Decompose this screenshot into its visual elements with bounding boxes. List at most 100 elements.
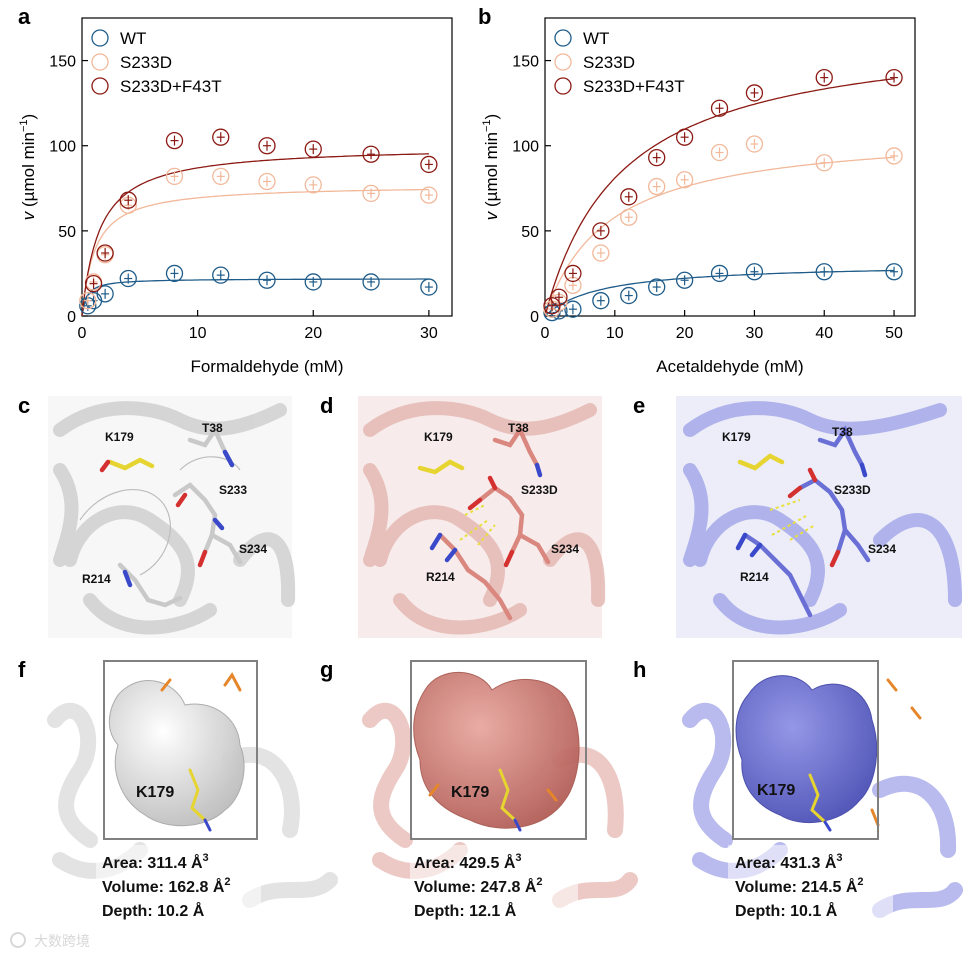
x-tick-label-a-2: 20 [304, 325, 322, 342]
panel-letter-h: h [633, 657, 646, 682]
data-marker-a-2-7 [362, 145, 380, 163]
data-marker-a-1-4 [165, 167, 184, 186]
data-point-b-2-5 [648, 148, 666, 167]
hbonds-d [459, 504, 496, 546]
data-marker-b-1-5 [648, 177, 666, 196]
data-marker-b-1-10 [885, 147, 903, 165]
hbonds-e [769, 499, 816, 541]
legend-marker-b-2 [554, 77, 572, 95]
data-point-b-2-8 [745, 84, 764, 102]
plot-frame-b [544, 17, 916, 317]
fit-curve-b-1 [544, 156, 895, 317]
data-point-a-2-4 [212, 128, 230, 146]
y-tick-label-a-1: 50 [58, 224, 76, 241]
residue-label-s234-c: S234 [239, 542, 267, 556]
legend-marker-a-0 [91, 29, 109, 47]
residue-label-k179-d: K179 [424, 430, 453, 444]
pocket-sticks-f [160, 672, 242, 832]
data-marker-b-2-5 [648, 148, 666, 167]
pocket-depth-f: Depth: 10.2 Å [102, 901, 205, 920]
data-marker-b-1-9 [815, 154, 833, 172]
watermark-text: 大数跨境 [34, 933, 90, 949]
data-point-b-2-1 [550, 288, 568, 306]
y-tick-label-a-3: 150 [49, 54, 76, 71]
legend-label-b-2: S233D+F43T [583, 77, 685, 96]
data-point-b-1-5 [648, 177, 666, 196]
data-point-a-2-7 [362, 145, 380, 163]
residue-label-r214-e: R214 [740, 570, 769, 584]
data-point-a-1-6 [258, 172, 276, 191]
data-point-a-2-8 [420, 155, 438, 174]
data-point-a-0-3 [119, 269, 137, 288]
legend-label-a-2: S233D+F43T [120, 77, 222, 96]
stats-backdrop-f [96, 845, 261, 925]
x-tick-label-b-1: 10 [606, 325, 624, 342]
sticks-d [417, 425, 551, 621]
data-marker-a-0-7 [304, 273, 322, 291]
data-point-a-0-6 [258, 271, 276, 289]
pocket-area-h: Area: 431.3 Å3 [735, 852, 843, 872]
x-tick-label-b-5: 50 [885, 325, 903, 342]
legend-label-b-0: WT [583, 29, 609, 48]
data-point-b-0-6 [675, 271, 694, 289]
atoms-d [429, 462, 543, 568]
chart-acetaldehyde: b 0 10 20 30 40 50 0 50 100 150 WT S233D S233D+F43T… [478, 4, 916, 376]
pocket-volume-f: Volume: 162.8 Å2 [102, 876, 231, 896]
residue-label-s233d-d: S233D [521, 483, 558, 497]
data-marker-b-2-1 [550, 288, 568, 306]
legend-label-a-0: WT [120, 29, 146, 48]
pocket-label-h: K179 [757, 782, 795, 799]
atoms-c [99, 449, 235, 588]
cartoon-outline-c [79, 456, 241, 576]
data-marker-b-2-4 [620, 188, 638, 206]
pocket-depth-h: Depth: 10.1 Å [735, 901, 838, 920]
panel-letter-b: b [478, 4, 491, 29]
data-marker-b-2-9 [815, 68, 833, 87]
data-marker-b-0-9 [815, 263, 833, 281]
residue-label-r214-d: R214 [426, 570, 455, 584]
pocket-box-g [410, 660, 587, 840]
data-marker-a-2-5 [258, 137, 276, 155]
data-point-b-2-4 [620, 188, 638, 206]
data-marker-a-0-6 [258, 271, 276, 289]
x-axis-label-a: Formaldehyde (mM) [190, 357, 343, 376]
data-point-a-2-3 [165, 131, 184, 150]
data-marker-b-0-7 [710, 264, 729, 283]
data-point-a-1-8 [362, 184, 380, 203]
data-marker-a-1-7 [304, 176, 322, 194]
data-marker-a-1-9 [420, 186, 438, 204]
y-axis-label-b: v (µmol min−1) [481, 114, 501, 220]
data-marker-a-2-8 [420, 155, 438, 174]
data-marker-a-0-4 [165, 264, 184, 283]
pocket-panel-h: h K179 Area: 431.3 Å3 Volume: 214.5 Å2 D… [633, 657, 963, 925]
panel-letter-g: g [320, 657, 333, 682]
legend-marker-a-2 [91, 77, 109, 95]
residue-label-t38-c: T38 [202, 421, 223, 435]
plot-frame-a [81, 17, 453, 317]
panel-letter-a: a [18, 4, 31, 29]
y-tick-label-a-0: 0 [67, 309, 76, 326]
chart-formaldehyde: a 0 10 20 30 0 50 100 150 WT S233D S233D+F43T For… [18, 4, 453, 376]
data-point-b-1-4 [620, 208, 638, 226]
data-marker-a-1-0 [79, 292, 97, 310]
fit-curve-a-1 [81, 188, 429, 317]
pocket-volume-g: Volume: 247.8 Å2 [414, 876, 543, 896]
data-marker-a-0-8 [362, 273, 380, 291]
pocket-sticks-g [428, 768, 558, 832]
pocket-panel-g: g K179 Area: 429.5 Å3 Volume: 247.8 Å2 D… [320, 657, 638, 925]
data-point-a-2-2 [119, 191, 137, 209]
data-point-b-2-2 [564, 264, 582, 283]
data-point-b-0-5 [648, 278, 666, 296]
stats-backdrop-h [728, 845, 893, 925]
data-marker-a-0-3 [119, 269, 137, 288]
data-point-a-1-4 [165, 167, 184, 186]
data-marker-b-2-8 [745, 84, 764, 102]
panel-letter-c: c [18, 393, 30, 418]
cartoon-ribbons-e [683, 401, 962, 635]
pocket-box-h [732, 660, 879, 840]
x-tick-label-b-4: 40 [815, 325, 833, 342]
data-marker-b-1-7 [710, 143, 729, 162]
data-point-b-0-2 [564, 300, 582, 318]
x-tick-label-b-2: 20 [676, 325, 694, 342]
